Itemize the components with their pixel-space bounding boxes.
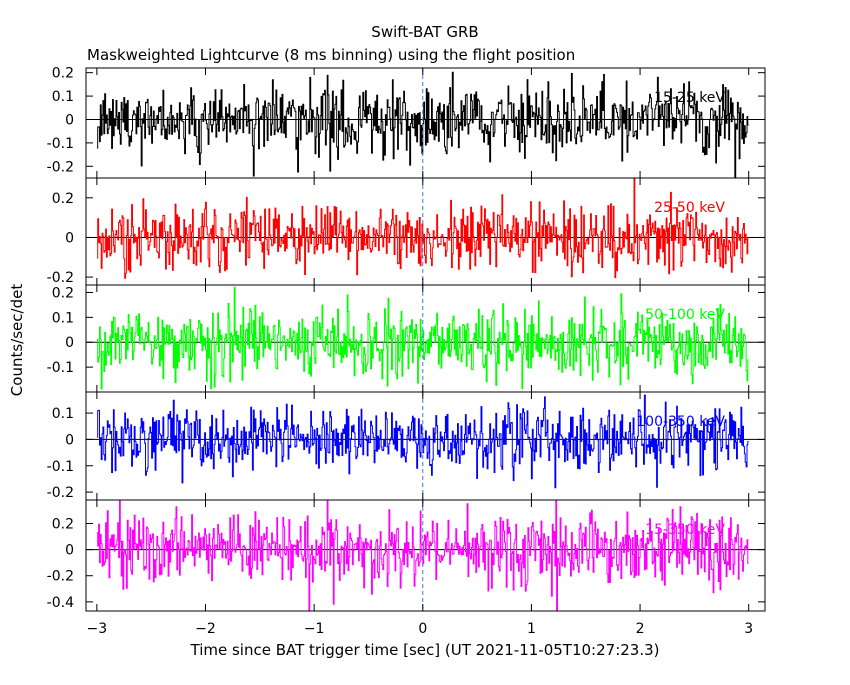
x-tick-label: −1 (304, 621, 325, 637)
band-label: 100-350 keV (636, 414, 725, 430)
x-tick-label: 3 (744, 621, 753, 637)
x-tick-label: −3 (87, 621, 108, 637)
y-tick-label: 0 (65, 335, 74, 351)
y-tick-label: 0.2 (52, 517, 74, 533)
chart-title: Swift-BAT GRB (371, 23, 478, 41)
panel-5: 0.2 0 -0.2 -0.4 15-350 keV (47, 499, 766, 612)
band-label: 15-25 keV (654, 90, 725, 106)
y-axis-label: Counts/sec/det (8, 284, 26, 397)
y-tick-label: 0 (65, 112, 74, 128)
y-tick-label: -0.1 (47, 136, 74, 152)
y-tick-label: -0.2 (47, 270, 74, 286)
x-axis-label: Time since BAT trigger time [sec] (UT 20… (190, 641, 660, 659)
x-tick-labels: −3 −2 −1 0 1 2 3 (87, 621, 754, 637)
panel-3: 0.2 0.1 0 -0.1 50-100 keV (47, 284, 766, 393)
y-tick-label: -0.2 (47, 569, 74, 585)
chart-subtitle: Maskweighted Lightcurve (8 ms binning) u… (87, 46, 575, 64)
y-tick-label: 0.2 (52, 285, 74, 301)
y-tick-label: -0.4 (47, 595, 74, 611)
panel-frame (85, 499, 766, 612)
y-tick-label: -0.2 (47, 159, 74, 175)
y-tick-label: 0.1 (52, 406, 74, 422)
y-tick-label: -0.1 (47, 459, 74, 475)
panel-1: 0.2 0.1 0 -0.1 -0.2 15-25 keV (47, 66, 766, 179)
panels-group: 0.2 0.1 0 -0.1 -0.2 15-25 keV 0.2 0 -0.2 25-50 ke… (47, 66, 766, 612)
series-line (96, 500, 749, 611)
panel-2: 0.2 0 -0.2 25-50 keV (47, 177, 766, 286)
x-tick-label: −2 (195, 621, 216, 637)
y-tick-label: 0.1 (52, 310, 74, 326)
y-tick-label: -0.1 (47, 360, 74, 376)
y-tick-label: -0.2 (47, 485, 74, 501)
y-tick-label: 0.1 (52, 89, 74, 105)
y-tick-label: 0 (65, 543, 74, 559)
x-tick-label: 2 (636, 621, 645, 637)
band-label: 15-350 keV (645, 522, 725, 538)
x-tick-label: 1 (527, 621, 536, 637)
band-label: 50-100 keV (645, 307, 725, 323)
y-tick-label: 0 (65, 230, 74, 246)
panel-4: 0.1 0 -0.1 -0.2 100-350 keV (47, 391, 766, 501)
y-tick-label: 0.2 (52, 66, 74, 82)
band-label: 25-50 keV (654, 200, 725, 216)
y-tick-label: 0 (65, 432, 74, 448)
y-tick-label: 0.2 (52, 191, 74, 207)
x-tick-label: 0 (418, 621, 427, 637)
